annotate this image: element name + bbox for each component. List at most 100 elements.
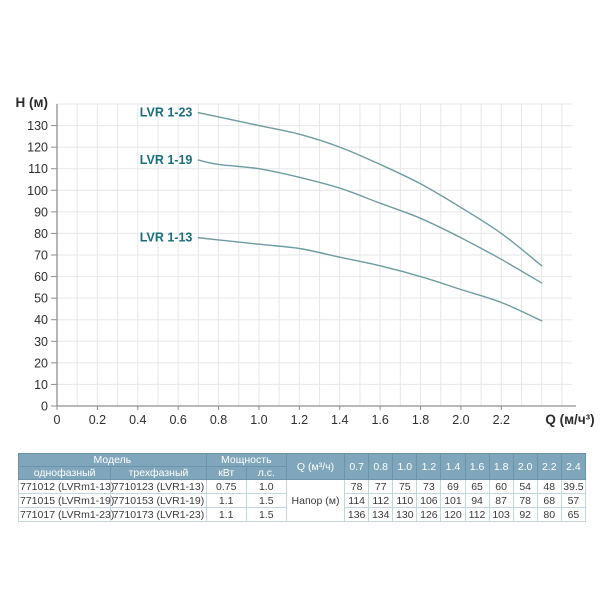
table-row: 771015 (LVRm1-19) 7710153 (LVR1-19) 1.1 1.5… (17, 493, 587, 508)
header-q-value: 2.0 (512, 453, 538, 480)
cell-three-phase-model: 7710153 (LVR1-19) (110, 493, 207, 508)
cell-head-label: Напор (м) (285, 479, 346, 522)
cell-head-value: 48 (536, 479, 562, 494)
cell-hp: 1.5 (245, 507, 287, 522)
cell-head-value: 65 (560, 507, 587, 522)
cell-head-value: 68 (536, 493, 562, 508)
cell-single-phase-model: 771012 (LVRm1-13) (17, 479, 115, 494)
y-tick-label: 130 (27, 119, 48, 133)
table-row: 771017 (LVRm1-23) 7710173 (LVR1-23) 1.1 1.5… (17, 507, 587, 522)
header-q-value: 2.4 (560, 453, 587, 480)
header-q-value: 1.4 (440, 453, 466, 480)
y-tick-label: 20 (34, 356, 48, 370)
cell-head-value: 65 (464, 479, 490, 494)
x-tick-label: 1.4 (331, 413, 348, 427)
x-axis-title: Q (м/ч³) (545, 412, 594, 427)
table-row: 771012 (LVRm1-13) 7710123 (LVR1-13) 0.75 1.… (17, 479, 587, 522)
cell-three-phase-model: 7710123 (LVR1-13) (110, 479, 207, 494)
cell-head-value: 112 (464, 507, 490, 522)
y-tick-labels: 0 10 20 30 40 50 60 70 80 90 100 110 120 130 (27, 119, 48, 413)
cell-head-value: 73 (416, 479, 442, 494)
pump-performance-chart: 0 10 20 30 40 50 60 70 80 90 100 110 120 130 0 0.2 0.4 0.… (16, 95, 595, 427)
header-q-label: Q (м³/ч) (285, 453, 346, 480)
table-body: 771012 (LVRm1-13) 7710123 (LVR1-13) 0.75 1.… (17, 479, 587, 522)
curve-lvr-1-13 (197, 237, 543, 322)
cell-head-value: 110 (392, 493, 418, 508)
cell-head-value: 103 (488, 507, 514, 522)
cell-head-value: 112 (368, 493, 394, 508)
curve-label-lvr-1-23: LVR 1-23 (140, 106, 193, 120)
curve-label-lvr-1-19: LVR 1-19 (140, 153, 193, 167)
y-tick-label: 110 (28, 162, 48, 176)
x-tick-label: 0 (54, 413, 61, 427)
cell-head-value: 92 (512, 507, 538, 522)
header-power: Мощность (205, 453, 287, 467)
y-tick-label: 30 (34, 335, 48, 349)
cell-head-value: 101 (440, 493, 466, 508)
table-head: Модель Мощность Q (м³/ч) 0.7 0.8 1.0 1.2 1.4 1.6… (17, 453, 587, 480)
x-tick-label: 1.6 (371, 413, 388, 427)
y-tick-label: 50 (34, 292, 48, 306)
cell-head-value: 126 (416, 507, 442, 522)
cell-head-value: 87 (488, 493, 514, 508)
cell-single-phase-model: 771017 (LVRm1-23) (17, 507, 115, 522)
pump-spec-table: Модель Мощность Q (м³/ч) 0.7 0.8 1.0 1.2 1.4 1.6… (17, 453, 587, 522)
cell-head-value: 69 (440, 479, 466, 494)
cell-kw: 1.1 (205, 493, 247, 508)
cell-head-value: 78 (344, 479, 370, 494)
x-tick-label: 0.8 (210, 413, 227, 427)
y-tick-label: 60 (34, 270, 48, 284)
x-tick-label: 1.0 (250, 413, 267, 427)
header-q-value: 1.6 (464, 453, 490, 480)
cell-kw: 0.75 (205, 479, 247, 494)
y-tick-label: 100 (27, 184, 48, 198)
x-tick-label: 0.2 (89, 413, 106, 427)
x-tick-labels: 0 0.2 0.4 0.6 0.8 1.0 1.2 1.4 1.6 1.8 2.0 2.2 (54, 413, 511, 427)
cell-head-value: 57 (560, 493, 587, 508)
header-q-value: 0.8 (368, 453, 394, 480)
x-tick-label: 2.2 (493, 413, 510, 427)
cell-head-value: 78 (512, 493, 538, 508)
header-q-value: 1.8 (488, 453, 514, 480)
cell-head-value: 80 (536, 507, 562, 522)
x-tick-label: 0.6 (169, 413, 186, 427)
cell-head-value: 114 (344, 493, 370, 508)
cell-single-phase-model: 771015 (LVRm1-19) (17, 493, 115, 508)
cell-head-value: 134 (368, 507, 394, 522)
y-tick-label: 80 (34, 227, 48, 241)
header-hp: л.с. (245, 466, 287, 480)
x-tick-label: 1.2 (291, 413, 308, 427)
cell-hp: 1.5 (245, 493, 287, 508)
header-kw: кВт (205, 466, 247, 480)
curve-lvr-1-23 (197, 111, 543, 267)
grid (57, 103, 572, 406)
y-tick-label: 40 (34, 313, 48, 327)
cell-head-value: 130 (392, 507, 418, 522)
y-axis-title: H (м) (16, 95, 48, 110)
header-q-value: 1.0 (392, 453, 418, 480)
curve-labels: LVR 1-23 LVR 1-19 LVR 1-13 (140, 106, 193, 245)
y-tick-label: 10 (34, 378, 48, 392)
header-q-value: 0.7 (344, 453, 370, 480)
curve-label-lvr-1-13: LVR 1-13 (140, 231, 193, 245)
y-tick-label: 120 (27, 141, 48, 155)
axis-ticks (51, 125, 502, 410)
x-tick-label: 2.0 (452, 413, 469, 427)
cell-head-value: 54 (512, 479, 538, 494)
curve-lvr-1-19 (197, 159, 543, 284)
cell-head-value: 77 (368, 479, 394, 494)
y-tick-label: 90 (34, 205, 48, 219)
header-single-phase: однофазный (17, 466, 112, 480)
cell-head-value: 120 (440, 507, 466, 522)
cell-three-phase-model: 7710173 (LVR1-23) (110, 507, 207, 522)
table-header-row-1: Модель Мощность Q (м³/ч) 0.7 0.8 1.0 1.2 1.4 1.6… (18, 453, 587, 480)
y-tick-label: 70 (34, 249, 48, 263)
cell-head-value: 94 (464, 493, 490, 508)
cell-head-value: 39.5 (560, 479, 587, 494)
cell-head-value: 136 (344, 507, 370, 522)
header-q-value: 1.2 (416, 453, 442, 480)
cell-head-value: 60 (488, 479, 514, 494)
x-tick-label: 1.8 (412, 413, 429, 427)
cell-kw: 1.1 (205, 507, 247, 522)
curves (197, 111, 543, 322)
